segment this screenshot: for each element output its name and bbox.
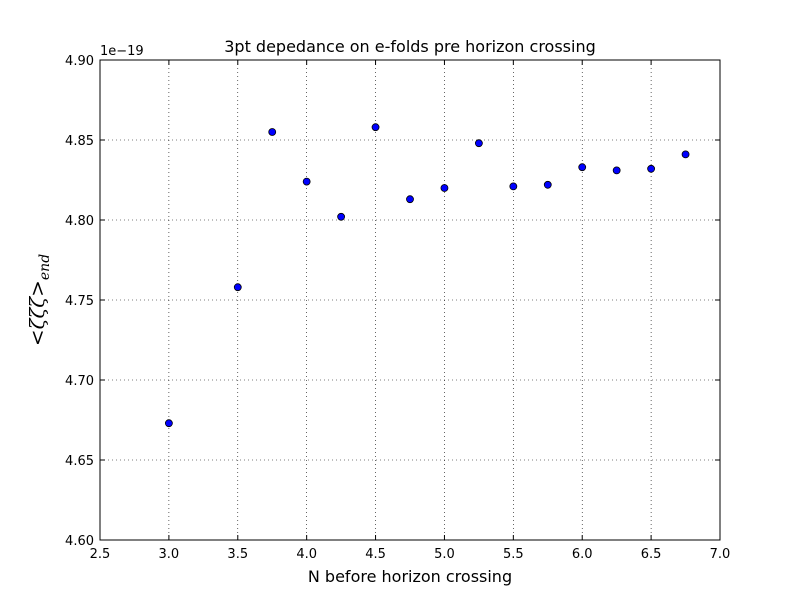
data-point: [647, 164, 656, 173]
y-tick-label: 4.85: [65, 134, 94, 149]
y-axis-label-subscript: end: [37, 254, 53, 280]
data-point: [681, 150, 690, 159]
data-point: [612, 166, 621, 175]
data-point: [164, 419, 173, 428]
y-tick-label: 4.65: [65, 454, 94, 469]
y-tick-label: 4.80: [65, 214, 94, 229]
y-tick-label: 4.75: [65, 294, 94, 309]
x-tick-label: 5.5: [503, 547, 524, 562]
x-tick-label: 3.5: [227, 547, 248, 562]
x-tick-label: 6.0: [572, 547, 593, 562]
data-point: [233, 283, 242, 292]
data-point: [474, 139, 483, 148]
data-point: [543, 180, 552, 189]
data-point: [440, 184, 449, 192]
y-tick-label: 4.60: [65, 534, 94, 549]
x-tick-label: 4.5: [365, 547, 386, 562]
data-point: [371, 123, 380, 132]
chart-title: 3pt depedance on e-folds pre horizon cro…: [224, 37, 596, 56]
data-point: [302, 177, 311, 186]
y-tick-label: 4.70: [65, 374, 94, 389]
x-tick-label: 5.0: [434, 547, 455, 562]
data-point: [578, 163, 587, 172]
y-tick-label: 4.90: [65, 54, 94, 69]
data-point: [337, 212, 346, 221]
x-tick-label: 4.0: [296, 547, 317, 562]
grid-lines: [100, 60, 720, 540]
y-axis-label-main: <ζζζ>: [25, 280, 49, 346]
x-tick-label: 2.5: [90, 547, 111, 562]
y-axis-offset-label: 1e−19: [100, 44, 144, 59]
x-axis-label: N before horizon crossing: [308, 567, 512, 586]
x-tick-label: 7.0: [710, 547, 731, 562]
axis-ticks: 2.5 3.0 3.5 4.0 4.5 5.0 5.5 6.0 6.5 7.0 4.60 4.65 4.…: [65, 54, 730, 562]
data-point: [268, 128, 277, 136]
data-point: [509, 182, 518, 191]
data-point: [406, 195, 414, 204]
x-tick-label: 6.5: [641, 547, 662, 562]
data-points: [164, 123, 690, 428]
x-tick-label: 3.0: [159, 547, 180, 562]
y-axis-label: <ζζζ>end: [25, 254, 53, 346]
